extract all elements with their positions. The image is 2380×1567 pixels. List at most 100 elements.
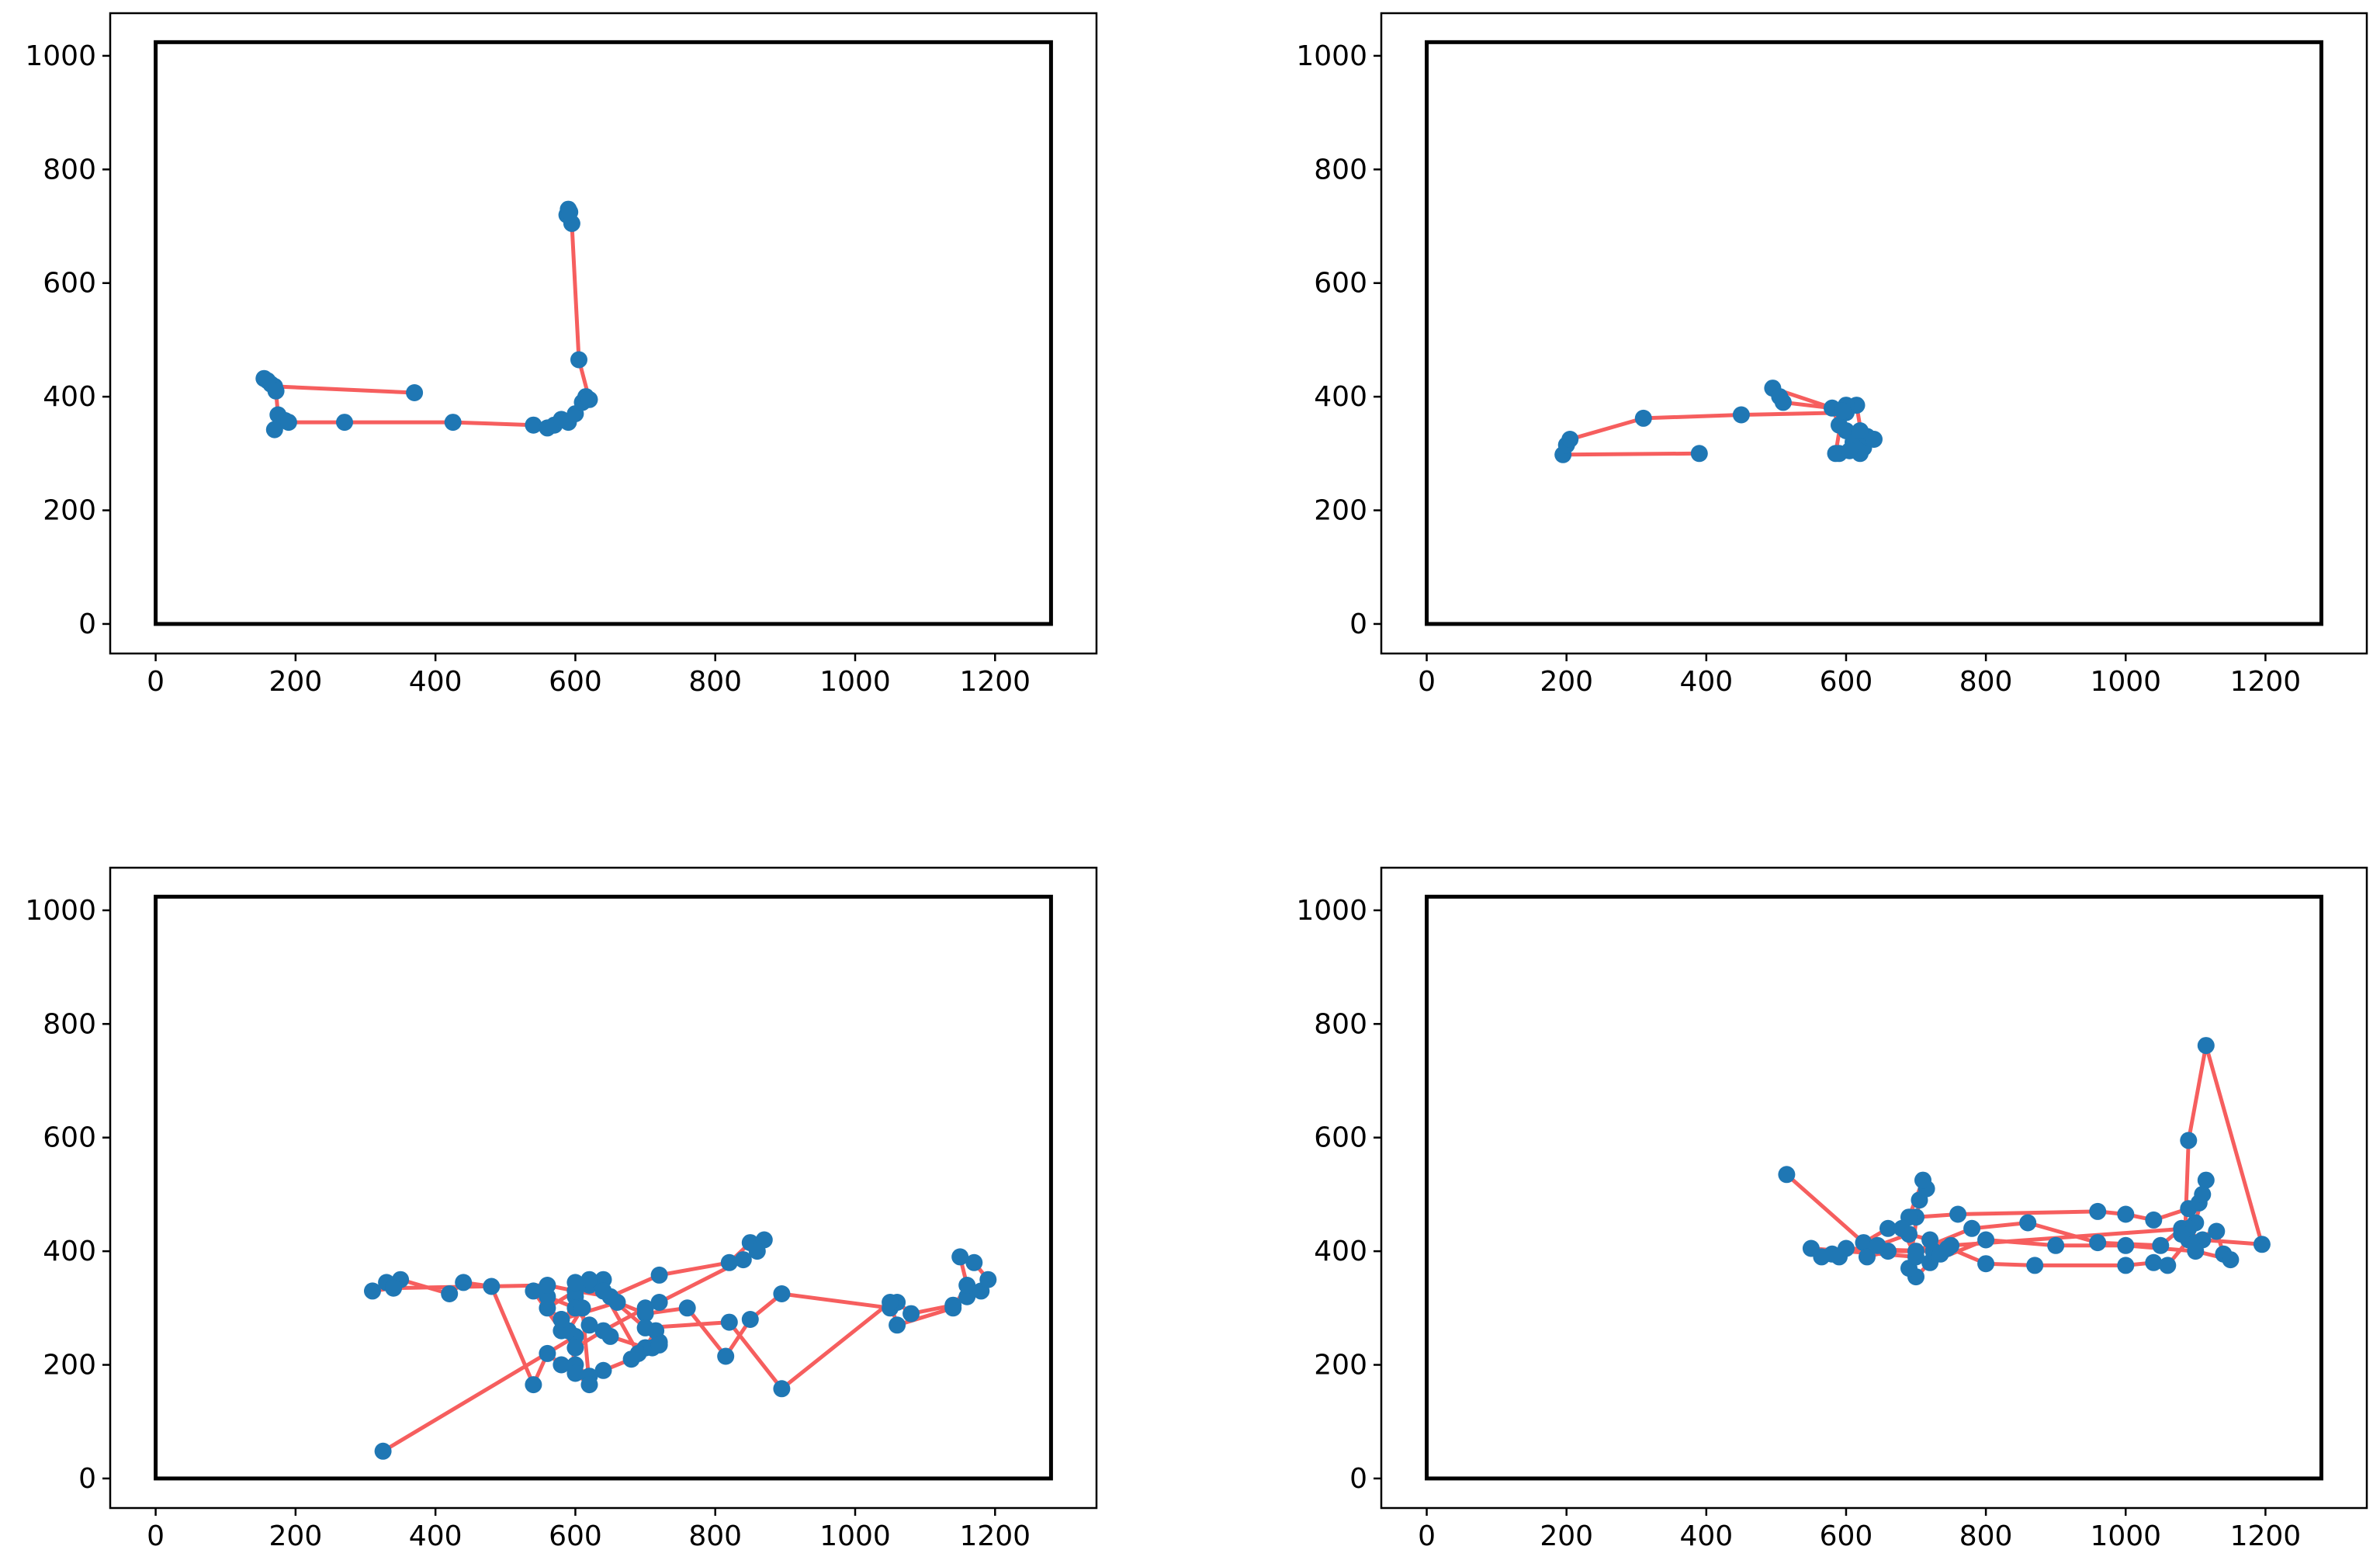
fixation-point bbox=[267, 382, 285, 400]
fixation-point bbox=[2152, 1236, 2170, 1254]
x-tick-label: 200 bbox=[1540, 1520, 1593, 1552]
x-tick-label: 1000 bbox=[2090, 1520, 2161, 1552]
fixation-point bbox=[2187, 1243, 2205, 1260]
fixation-point bbox=[2117, 1205, 2135, 1223]
fixation-point bbox=[650, 1294, 668, 1311]
y-tick-label: 400 bbox=[1314, 381, 1367, 413]
fixation-point bbox=[594, 1282, 612, 1300]
fixation-point bbox=[965, 1253, 983, 1271]
fixation-point bbox=[2173, 1226, 2191, 1243]
fixation-point bbox=[336, 414, 353, 432]
panel-top-left: 0 200 400 600 800 1000 1200 0 200 400 600 800 1000 bbox=[25, 12, 1098, 698]
fixation-point bbox=[525, 416, 542, 434]
fixation-point bbox=[2180, 1132, 2198, 1149]
fixation-point bbox=[944, 1299, 962, 1317]
x-tick-label: 600 bbox=[549, 666, 602, 698]
fixation-point bbox=[1634, 409, 1652, 427]
y-tick-label: 800 bbox=[43, 1008, 96, 1040]
x-tick-label: 800 bbox=[1959, 1520, 2013, 1552]
fixation-point bbox=[570, 351, 587, 369]
y-tick-label: 0 bbox=[1349, 608, 1367, 640]
fixation-point bbox=[525, 1376, 542, 1394]
fixation-point bbox=[1949, 1205, 1967, 1223]
fixation-point bbox=[678, 1299, 696, 1317]
fixation-point bbox=[1866, 431, 1883, 448]
fixation-point bbox=[1977, 1231, 1995, 1249]
fixation-point bbox=[773, 1380, 791, 1398]
fixation-point bbox=[566, 1364, 584, 1382]
fixation-point bbox=[441, 1285, 459, 1302]
fixation-point bbox=[2145, 1211, 2163, 1229]
fixation-point bbox=[2197, 1037, 2215, 1055]
fixation-point bbox=[2089, 1234, 2107, 1252]
fixation-point bbox=[2159, 1257, 2177, 1274]
fixation-point bbox=[1914, 1171, 1931, 1189]
y-tick-label: 800 bbox=[1314, 1008, 1367, 1040]
fixation-point bbox=[2026, 1257, 2044, 1274]
y-tick-label: 200 bbox=[43, 1350, 96, 1382]
fixation-point bbox=[2047, 1236, 2065, 1254]
fixation-point bbox=[539, 1344, 556, 1362]
fixation-point bbox=[2117, 1236, 2135, 1254]
axes-frame-bottom-left bbox=[109, 866, 1098, 1510]
axes-frame-top-left bbox=[109, 12, 1098, 655]
fixation-point bbox=[720, 1313, 738, 1331]
fixation-point bbox=[580, 390, 598, 408]
fixation-point bbox=[2194, 1185, 2212, 1203]
y-tick-label: 400 bbox=[43, 381, 96, 413]
fixation-point bbox=[566, 1274, 584, 1291]
fixation-point bbox=[1561, 431, 1579, 448]
fixation-point bbox=[553, 1311, 570, 1328]
x-tick-label: 1200 bbox=[2230, 1520, 2302, 1552]
fixation-point bbox=[902, 1305, 920, 1323]
panel-top-right: 0 200 400 600 800 1000 1200 0 200 400 600 800 1000 bbox=[1296, 12, 2368, 698]
fixation-point bbox=[650, 1266, 668, 1284]
screen-rect-bottom-right bbox=[1425, 894, 2323, 1481]
fixation-point bbox=[979, 1271, 997, 1288]
x-tick-label: 400 bbox=[1679, 666, 1733, 698]
y-tick-label: 1000 bbox=[25, 895, 96, 927]
panel-bottom-right: 0 200 400 600 800 1000 1200 0 200 400 600 800 1000 bbox=[1296, 866, 2368, 1552]
fixation-point bbox=[580, 1271, 598, 1288]
y-tick-label: 400 bbox=[1314, 1236, 1367, 1267]
fixation-point bbox=[1879, 1219, 1897, 1237]
fixation-point bbox=[525, 1282, 542, 1300]
x-tick-label: 1200 bbox=[959, 1520, 1031, 1552]
fixation-point bbox=[364, 1282, 381, 1300]
y-tick-label: 800 bbox=[43, 154, 96, 185]
y-tick-label: 0 bbox=[78, 608, 96, 640]
axes-frame-bottom-right bbox=[1380, 866, 2368, 1510]
y-tick-label: 600 bbox=[43, 1122, 96, 1154]
x-tick-label: 600 bbox=[549, 1520, 602, 1552]
fixation-point bbox=[566, 1339, 584, 1357]
fixation-point bbox=[748, 1243, 766, 1260]
screen-rect-top-right bbox=[1425, 40, 2323, 626]
scanpath-line-bottom-left bbox=[370, 1238, 990, 1454]
x-tick-label: 200 bbox=[1540, 666, 1593, 698]
fixation-point bbox=[580, 1316, 598, 1334]
fixation-point bbox=[573, 1299, 591, 1317]
fixation-point bbox=[889, 1316, 906, 1334]
x-tick-label: 200 bbox=[269, 1520, 323, 1552]
x-tick-label: 400 bbox=[1679, 1520, 1733, 1552]
fixation-point bbox=[650, 1336, 668, 1354]
fixation-point bbox=[1841, 442, 1859, 459]
fixation-point bbox=[2197, 1171, 2215, 1189]
axes-frame-top-right bbox=[1380, 12, 2368, 655]
fixation-point bbox=[594, 1361, 612, 1379]
fixation-point bbox=[741, 1311, 759, 1328]
fixation-point bbox=[1834, 402, 1852, 420]
fixation-point bbox=[594, 1322, 612, 1340]
x-tick-label: 1000 bbox=[819, 1520, 891, 1552]
fixation-point bbox=[539, 1277, 556, 1294]
fixation-point bbox=[1893, 1219, 1911, 1237]
fixation-point bbox=[406, 384, 424, 401]
fixation-point bbox=[1690, 445, 1708, 463]
x-tick-label: 600 bbox=[1820, 666, 1873, 698]
x-tick-label: 200 bbox=[269, 666, 323, 698]
screen-rect-bottom-left bbox=[154, 894, 1053, 1481]
x-tick-label: 0 bbox=[147, 1520, 165, 1552]
fixation-point bbox=[1852, 422, 1869, 439]
x-tick-label: 400 bbox=[409, 1520, 462, 1552]
